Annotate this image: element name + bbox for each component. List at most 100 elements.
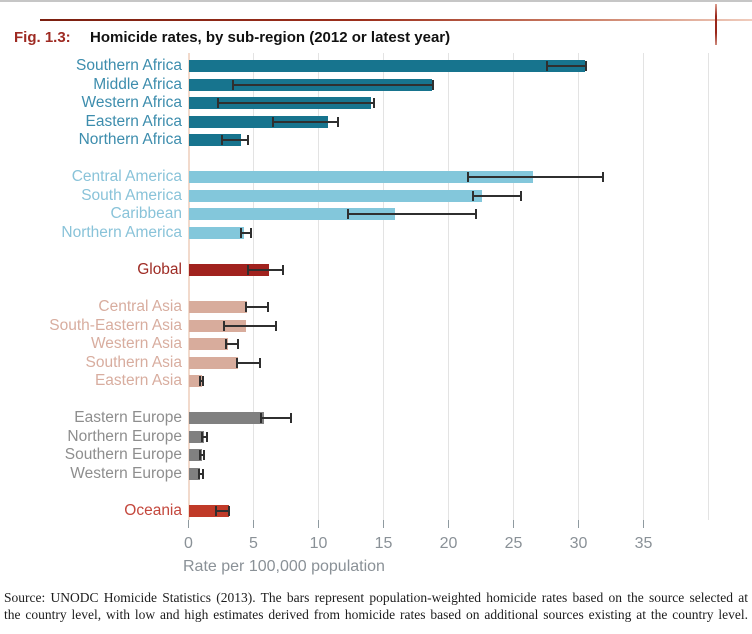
bar — [188, 467, 201, 480]
error-bar-high-cap — [337, 116, 339, 127]
figure-title: Homicide rates, by sub-region (2012 or l… — [90, 29, 451, 46]
error-bar-line — [261, 417, 292, 419]
category-label: Western Asia — [90, 335, 182, 353]
gridline — [513, 53, 514, 520]
error-bar-low-cap — [200, 431, 203, 442]
figure-number: Fig. 1.3: — [14, 29, 71, 46]
error-bar-line — [226, 343, 238, 346]
error-bar-line — [198, 472, 203, 475]
category-label: Southern Europe — [64, 446, 182, 464]
error-bar-high-cap — [203, 450, 206, 461]
error-bar-low-cap — [546, 61, 549, 71]
error-bar-high-cap — [274, 320, 277, 331]
bar — [188, 375, 202, 388]
x-axis-tick-label: 5 — [249, 535, 258, 552]
bar — [188, 134, 241, 147]
bar — [188, 208, 396, 221]
bar — [188, 319, 246, 332]
error-bar-high-cap — [249, 227, 252, 238]
error-bar-low-cap — [222, 320, 225, 331]
error-bar-high-cap — [373, 98, 376, 109]
error-bar-high-cap — [205, 431, 208, 442]
x-axis-tick-label: 35 — [634, 535, 653, 552]
category-label: Eastern Europe — [74, 409, 182, 426]
error-bar-low-cap — [214, 506, 217, 516]
header-vertical-rule — [715, 4, 717, 45]
error-bar-low-cap — [221, 135, 224, 146]
x-axis-tick — [188, 520, 189, 528]
source-note: Source: UNODC Homicide Statistics (2013)… — [4, 590, 748, 623]
bar — [188, 301, 247, 313]
category-label: Global — [137, 261, 182, 278]
error-bar-line — [218, 102, 375, 105]
gridline — [448, 53, 449, 520]
error-bar-high-cap — [259, 357, 261, 368]
error-bar-line — [240, 231, 251, 234]
category-label: Eastern Africa — [85, 112, 183, 130]
x-axis-tick — [318, 520, 319, 528]
header-rule — [40, 19, 752, 21]
error-bar-line — [232, 83, 433, 86]
bar — [188, 505, 229, 517]
category-label: Northern Africa — [78, 131, 182, 149]
error-bar-low-cap — [199, 376, 202, 387]
category-label: Northern America — [61, 223, 182, 241]
x-axis-tick-label: 30 — [569, 535, 588, 552]
error-bar-line — [473, 194, 522, 197]
bar — [188, 338, 228, 351]
bar — [188, 356, 238, 369]
x-axis-tick — [643, 520, 644, 528]
error-bar-line — [547, 65, 587, 67]
error-bar-low-cap — [472, 190, 475, 201]
error-bar-line — [245, 306, 268, 308]
bar — [188, 189, 483, 202]
bar — [188, 226, 245, 239]
error-bar-low-cap — [225, 339, 228, 350]
error-bar-line — [200, 380, 203, 383]
error-bar-line — [215, 510, 229, 512]
category-label: Western Africa — [81, 94, 182, 112]
error-bar-line — [201, 435, 207, 438]
error-bar-low-cap — [239, 227, 242, 238]
category-label: South-Eastern Asia — [49, 316, 182, 334]
error-bar-low-cap — [231, 79, 234, 90]
error-bar-high-cap — [266, 302, 269, 312]
error-bar-low-cap — [217, 98, 220, 109]
error-bar-high-cap — [602, 172, 605, 182]
category-label: Southern Asia — [85, 353, 182, 371]
error-bar-high-cap — [201, 468, 204, 479]
error-bar-low-cap — [199, 450, 202, 461]
error-bar-high-cap — [201, 376, 204, 387]
error-bar-low-cap — [244, 302, 247, 312]
error-bar-line — [348, 213, 476, 216]
category-label: Caribbean — [110, 205, 182, 223]
bar — [188, 412, 264, 424]
category-label: Central Asia — [98, 298, 182, 315]
error-bar-high-cap — [474, 209, 477, 220]
error-bar-high-cap — [227, 506, 230, 516]
gridline — [578, 53, 579, 520]
error-bar-high-cap — [520, 190, 523, 201]
error-bar-low-cap — [467, 172, 469, 182]
y-axis-line — [187, 53, 190, 520]
x-axis-tick — [513, 520, 514, 528]
error-bar-low-cap — [247, 265, 250, 275]
error-bar-low-cap — [235, 357, 238, 368]
error-bar-high-cap — [585, 61, 588, 71]
error-bar-high-cap — [282, 265, 285, 275]
bar — [188, 449, 202, 462]
bar — [188, 60, 585, 72]
x-axis-tick-label: 15 — [374, 535, 393, 552]
x-axis-tick-label: 20 — [439, 535, 458, 552]
category-label: Northern Europe — [67, 427, 182, 445]
error-bar-low-cap — [260, 413, 263, 423]
bar — [188, 430, 205, 443]
page-top-border — [0, 0, 752, 2]
error-bar-low-cap — [197, 468, 200, 479]
error-bar-low-cap — [347, 209, 350, 220]
error-bar-line — [248, 269, 284, 271]
x-axis-tick-label: 25 — [504, 535, 523, 552]
error-bar-line — [223, 324, 276, 327]
x-axis-tick-label: 10 — [309, 535, 328, 552]
